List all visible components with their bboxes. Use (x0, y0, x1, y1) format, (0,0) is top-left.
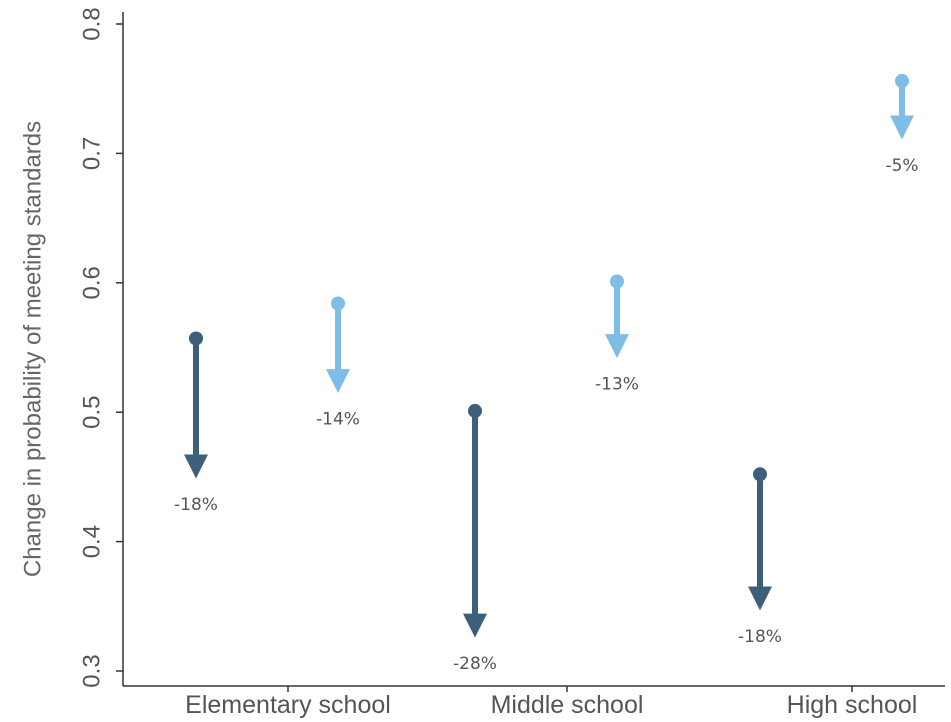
y-axis-ticks: 0.3 0.4 0.5 0.6 0.7 0.8 (78, 7, 123, 688)
change-label: -28% (453, 654, 497, 674)
y-tick-label: 0.4 (78, 525, 105, 558)
arrow-start-point (189, 331, 203, 346)
arrow-start-point (895, 73, 909, 88)
change-label: -18% (174, 495, 218, 515)
arrow-start-point (753, 467, 767, 482)
x-tick-label: Middle school (491, 691, 644, 719)
change-label: -18% (738, 627, 782, 647)
y-tick-label: 0.8 (78, 7, 105, 40)
y-tick-label: 0.3 (78, 654, 105, 687)
arrow-start-point (610, 274, 624, 289)
change-label: -5% (885, 156, 918, 176)
x-axis-ticks: Elementary school Middle school High schoo… (185, 686, 917, 719)
change-label: -14% (316, 410, 360, 430)
x-tick-label: Elementary school (185, 691, 391, 719)
arrow-series: -18% -28% -18% -14% -13% -5% (174, 73, 919, 674)
y-tick-label: 0.7 (78, 137, 105, 170)
y-axis-label: Change in probability of meeting standar… (19, 121, 46, 577)
y-tick-label: 0.6 (78, 266, 105, 299)
change-label: -13% (595, 375, 639, 395)
arrow-start-point (331, 296, 345, 311)
y-tick-label: 0.5 (78, 396, 105, 429)
x-tick-label: High school (787, 691, 918, 719)
arrow-start-point (468, 403, 482, 418)
